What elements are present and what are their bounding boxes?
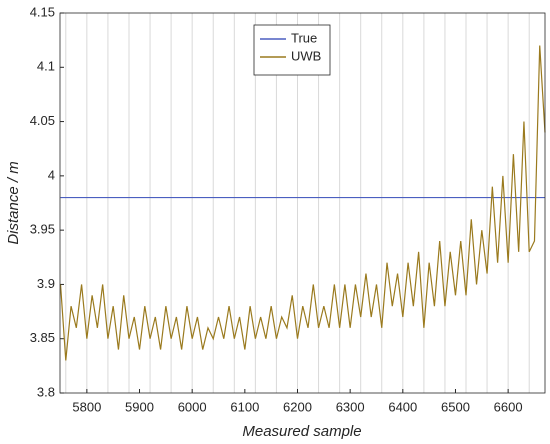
y-tick-label: 4.1 xyxy=(37,59,55,74)
x-axis-label: Measured sample xyxy=(242,423,361,440)
legend-label: UWB xyxy=(291,48,321,63)
y-tick-label: 4 xyxy=(48,167,55,182)
y-tick-label: 4.05 xyxy=(30,113,55,128)
axes-box xyxy=(59,12,546,394)
y-tick-label: 4.15 xyxy=(30,4,55,19)
x-tick-label: 6100 xyxy=(230,399,259,414)
y-tick-label: 3.8 xyxy=(37,384,55,399)
x-tick-label: 6200 xyxy=(283,399,312,414)
x-tick-label: 6500 xyxy=(441,399,470,414)
legend-box xyxy=(253,24,331,76)
plot-area xyxy=(60,13,545,393)
x-tick-label: 5900 xyxy=(125,399,154,414)
legend-label: True xyxy=(291,30,317,45)
x-tick-label: 5800 xyxy=(72,399,101,414)
y-tick-label: 3.95 xyxy=(30,222,55,237)
x-tick-label: 6300 xyxy=(336,399,365,414)
y-tick-label: 3.9 xyxy=(37,276,55,291)
x-tick-label: 6600 xyxy=(494,399,523,414)
line-series xyxy=(59,45,546,361)
y-tick-label: 3.85 xyxy=(30,330,55,345)
y-axis-label: Distance / m xyxy=(5,161,22,244)
x-tick-label: 6000 xyxy=(178,399,207,414)
x-tick-label: 6400 xyxy=(388,399,417,414)
